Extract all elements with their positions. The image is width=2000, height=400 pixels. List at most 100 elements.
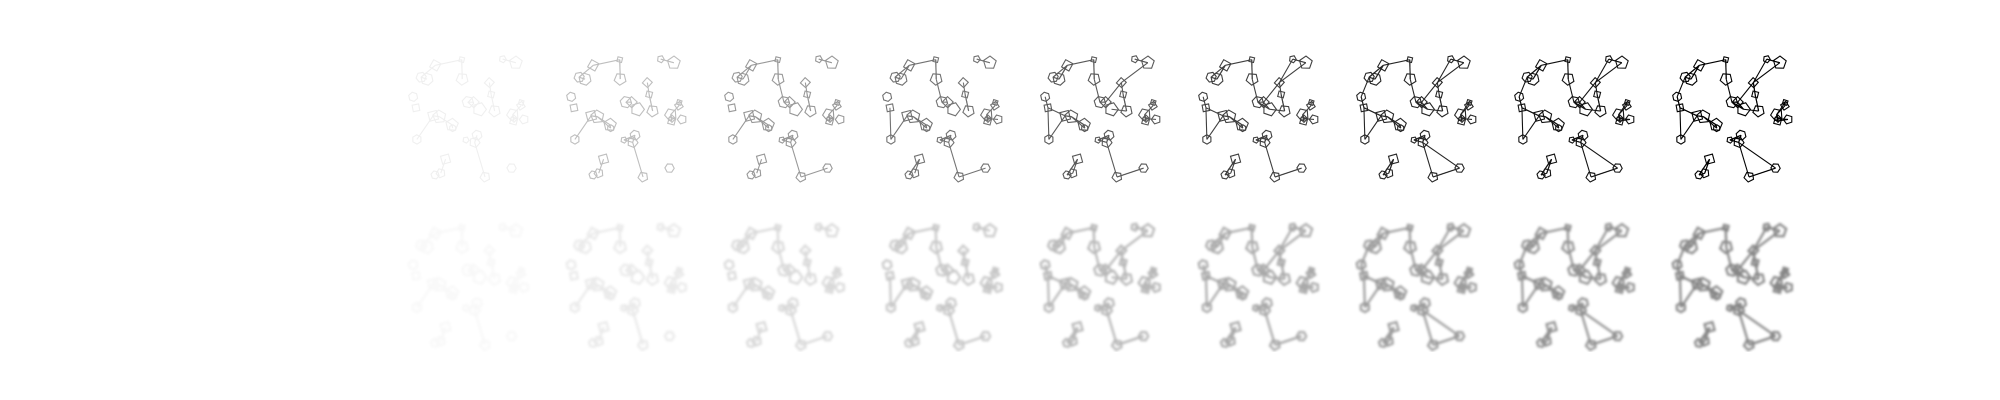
binary-network-image <box>1198 55 1319 183</box>
network-link <box>1116 335 1144 347</box>
cell-outline <box>427 109 440 122</box>
network-link <box>660 226 675 232</box>
network-link <box>1522 115 1540 140</box>
cell-outline <box>1260 297 1274 310</box>
network-link <box>1145 285 1157 289</box>
cell-outline <box>505 330 518 342</box>
network-link <box>976 226 991 232</box>
cell-outline <box>644 257 654 268</box>
network-link <box>1461 285 1473 289</box>
network-link <box>1368 76 1376 80</box>
cell-outline <box>1308 114 1319 125</box>
cell-outline <box>479 171 491 183</box>
network-link <box>1224 172 1231 176</box>
cell-outline <box>1419 129 1431 141</box>
network-link <box>1526 76 1534 80</box>
cell-outline <box>913 320 926 334</box>
network-link <box>1752 226 1768 252</box>
cell-outline <box>1561 73 1575 86</box>
cell-outline <box>1750 257 1760 268</box>
network-link <box>669 273 680 284</box>
network-link <box>1594 82 1598 95</box>
network-link <box>1065 115 1072 118</box>
network-link <box>1580 309 1619 338</box>
cell-outline <box>1375 109 1388 122</box>
network-link <box>1223 115 1230 118</box>
network-link <box>578 244 586 249</box>
network-link <box>894 244 902 249</box>
cell-outline <box>1435 272 1450 287</box>
cell-outline <box>1140 55 1155 69</box>
network-link <box>1143 273 1154 284</box>
network-link <box>1106 135 1110 143</box>
network-link <box>439 326 447 342</box>
cell-outline <box>1589 76 1602 89</box>
network-link <box>1052 64 1068 78</box>
cell-outline <box>815 55 823 64</box>
network-link <box>1676 77 1686 98</box>
network-link <box>648 262 654 280</box>
network-link <box>593 59 620 66</box>
cell-outline <box>980 163 991 173</box>
network-link <box>1105 82 1122 103</box>
cell-outline <box>628 297 642 310</box>
network-link <box>1684 64 1700 78</box>
network-link <box>964 94 970 112</box>
network-link <box>1421 82 1438 103</box>
network-link <box>648 94 654 112</box>
network-link <box>1047 107 1050 140</box>
network-link <box>1413 302 1426 309</box>
network-link <box>597 326 605 342</box>
cell-outline <box>1042 270 1054 281</box>
network-link <box>670 114 673 119</box>
network-link <box>1432 167 1460 178</box>
network-link <box>806 94 812 112</box>
network-link <box>1216 232 1227 248</box>
binary-frame-6 <box>1196 53 1327 184</box>
network-link <box>1120 250 1125 263</box>
blurred-frame-9 <box>1670 221 1801 352</box>
network-link <box>1608 58 1622 64</box>
cell-outline <box>1064 109 1079 124</box>
cell-outline <box>603 117 617 131</box>
blurred-frame-8 <box>1512 221 1643 352</box>
network-link <box>440 158 447 174</box>
cell-outline <box>909 168 920 179</box>
binary-network-image <box>1040 55 1161 183</box>
cell-outline <box>1387 320 1400 334</box>
cell-outline <box>748 109 763 124</box>
cell-outline <box>833 281 845 294</box>
network-link <box>1251 246 1259 271</box>
cell-outline <box>506 163 517 173</box>
cell-outline <box>886 134 896 145</box>
blurred-network-image <box>1513 222 1635 352</box>
cell-outline <box>1414 263 1429 278</box>
network-link <box>1064 282 1072 286</box>
cell-outline <box>572 239 586 252</box>
cell-outline <box>473 102 488 117</box>
cell-outline <box>1071 153 1084 165</box>
network-link <box>1532 65 1542 80</box>
cell-outline <box>1518 134 1528 145</box>
network-link <box>1386 283 1402 298</box>
network-link <box>473 310 487 346</box>
network-link <box>578 76 586 80</box>
network-link <box>1545 116 1560 129</box>
cell-outline <box>881 258 893 271</box>
network-link <box>1753 62 1781 84</box>
network-link <box>1044 264 1050 277</box>
cell-outline <box>1751 90 1760 99</box>
cell-outline <box>1071 320 1084 334</box>
network-link <box>1738 142 1750 178</box>
network-link <box>889 283 909 309</box>
cell-outline <box>587 337 599 349</box>
cell-outline <box>1220 170 1230 180</box>
network-link <box>1204 275 1208 308</box>
cell-outline <box>825 116 835 126</box>
network-link <box>742 232 753 248</box>
cell-outline <box>803 90 812 99</box>
cell-outline <box>445 117 459 131</box>
cell-outline <box>1276 257 1286 268</box>
cell-outline <box>478 339 491 352</box>
cell-outline <box>1137 330 1150 342</box>
